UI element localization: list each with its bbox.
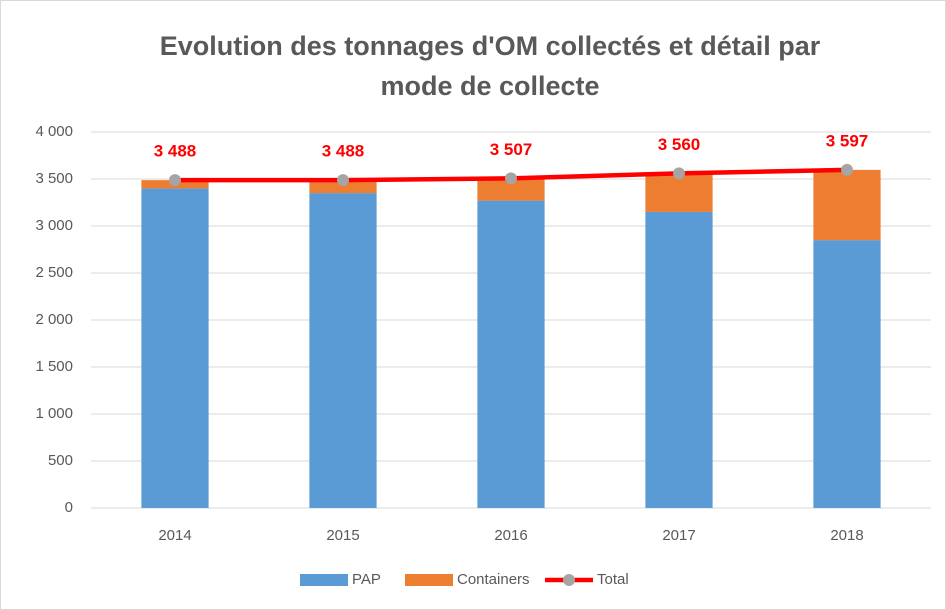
total-marker [673,167,685,180]
legend-swatch [405,574,453,586]
y-tick-label: 500 [48,452,73,469]
total-marker [169,174,181,187]
bar [309,180,377,194]
data-label: 3 560 [658,135,701,154]
y-tick-label: 0 [65,499,73,516]
bar [813,240,881,508]
bar [141,188,209,508]
x-tick-label: 2016 [494,527,527,544]
total-marker [505,172,517,185]
legend-label: Containers [457,571,530,588]
y-tick-label: 3 000 [35,217,73,234]
data-label: 3 488 [322,142,365,161]
bar [477,178,545,201]
bar [309,193,377,508]
x-tick-label: 2018 [830,527,863,544]
x-tick-label: 2015 [326,527,359,544]
legend-swatch [563,574,575,586]
x-tick-label: 2017 [662,527,695,544]
data-label: 3 488 [154,142,197,161]
y-tick-label: 2 500 [35,264,73,281]
y-tick-label: 2 000 [35,311,73,328]
legend-label: PAP [352,571,381,588]
bar [477,200,545,508]
y-tick-label: 3 500 [35,170,73,187]
bar [645,211,713,508]
bar [645,173,713,212]
x-tick-label: 2014 [158,527,191,544]
total-marker [337,174,349,187]
y-tick-label: 1 500 [35,358,73,375]
chart-title: mode de collecte [380,71,599,101]
data-label: 3 507 [490,140,533,159]
chart-title: Evolution des tonnages d'OM collectés et… [160,31,821,61]
y-tick-label: 4 000 [35,123,73,140]
bar [813,169,881,241]
legend-label: Total [597,571,629,588]
data-label: 3 597 [826,131,869,150]
legend-swatch [300,574,348,586]
y-tick-label: 1 000 [35,405,73,422]
total-marker [841,163,853,176]
